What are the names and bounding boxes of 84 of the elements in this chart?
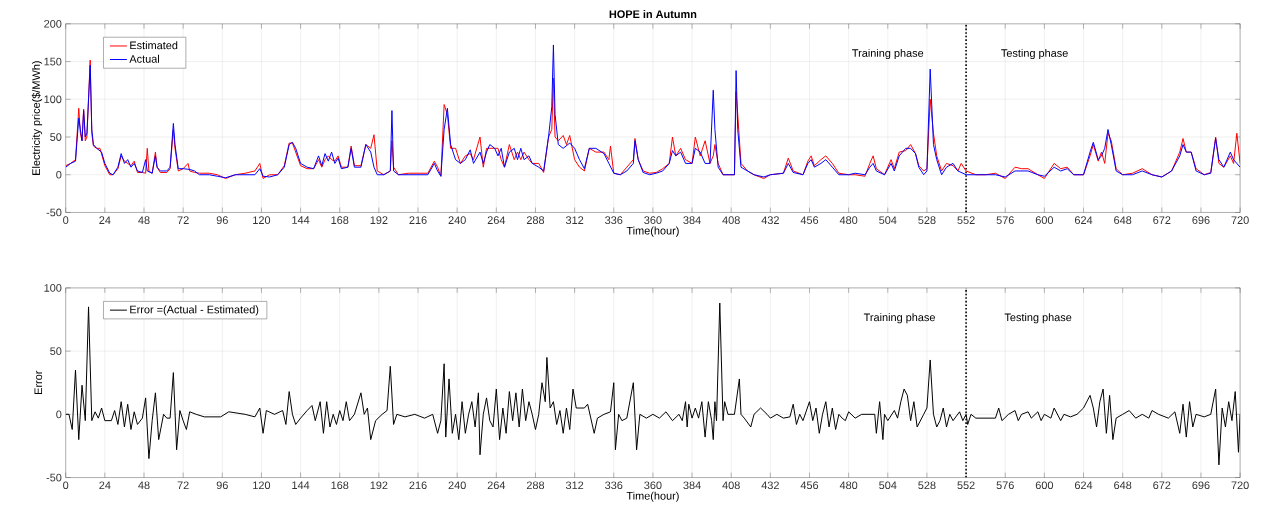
annotation: Training phase [852,48,924,59]
x-tick-label: 504 [879,481,897,489]
x-tick-label: 528 [918,481,936,489]
x-tick-label: 240 [448,481,466,489]
y-tick-label: 50 [50,347,62,355]
x-tick-label: 264 [487,481,506,489]
x-tick-label: 0 [63,216,69,224]
y-tick-label: 50 [50,133,62,141]
legend-label: Actual [129,54,159,63]
x-tick-label: 408 [722,481,740,489]
x-axis-title: Time(hour) [626,226,679,237]
x-tick-label: 600 [1035,216,1054,224]
x-tick-label: 312 [565,481,584,489]
x-tick-label: 720 [1231,481,1249,489]
x-tick-label: 192 [370,216,388,224]
x-tick-label: 144 [292,481,310,489]
x-tick-label: 96 [216,481,228,489]
x-tick-label: 408 [722,216,740,224]
x-tick-label: 552 [957,216,975,224]
x-tick-label: 96 [216,216,228,224]
x-tick-label: 696 [1192,216,1210,224]
x-tick-label: 672 [1153,481,1171,489]
x-tick-label: 480 [839,216,858,224]
x-tick-label: 576 [996,216,1014,224]
y-tick-label: 100 [44,283,62,292]
y-tick-label: 100 [44,95,62,104]
x-tick-label: 48 [138,216,150,224]
x-tick-label: 168 [331,216,349,224]
y-axis-title: Error [34,370,43,394]
x-tick-label: 312 [565,216,584,224]
x-tick-label: 264 [487,216,506,224]
annotation: Training phase [863,313,935,324]
x-tick-label: 720 [1231,216,1249,224]
x-tick-label: 600 [1035,481,1054,489]
x-tick-label: 576 [996,481,1014,489]
x-tick-label: 288 [526,216,545,224]
x-tick-label: 384 [683,216,701,224]
x-tick-label: 48 [138,481,150,489]
chart-title: HOPE in Autumn [609,9,697,18]
y-tick-label: -50 [46,473,62,482]
y-tick-label: 0 [56,410,62,419]
x-tick-label: 504 [879,216,897,224]
legend-label: Estimated [130,41,178,50]
x-tick-label: 72 [177,216,189,224]
x-tick-label: 216 [409,481,427,489]
y-tick-label: 200 [44,19,62,28]
x-tick-label: 120 [253,481,271,489]
x-tick-label: 336 [605,481,623,489]
x-tick-label: 360 [644,481,662,489]
x-tick-label: 24 [99,216,111,224]
x-tick-label: 0 [63,481,69,489]
x-tick-label: 384 [683,481,701,489]
x-tick-label: 192 [370,481,388,489]
x-tick-label: 288 [526,481,545,489]
x-tick-label: 552 [957,481,975,489]
x-tick-label: 360 [644,216,662,224]
x-tick-label: 480 [839,481,858,489]
x-tick-label: 528 [918,216,936,224]
x-tick-label: 432 [761,481,779,489]
y-tick-label: 0 [56,170,62,179]
x-tick-label: 672 [1153,216,1171,224]
x-tick-label: 72 [177,481,189,489]
x-tick-label: 696 [1192,481,1210,489]
y-axis-title: Electricity price($/MWh) [31,61,43,175]
x-tick-label: 120 [253,216,271,224]
annotation: Testing phase [1004,313,1072,324]
x-tick-label: 648 [1114,216,1132,224]
x-axis-title: Time(hour) [626,491,679,502]
y-tick-label: 150 [44,57,62,66]
x-tick-label: 336 [605,216,623,224]
x-tick-label: 216 [409,216,427,224]
x-tick-label: 432 [761,216,779,224]
y-tick-label: -50 [46,208,62,217]
annotation: Testing phase [1001,48,1068,59]
x-tick-label: 624 [1074,481,1093,489]
x-tick-label: 648 [1114,481,1132,489]
x-tick-label: 624 [1074,216,1093,224]
x-tick-label: 144 [292,216,310,224]
x-tick-label: 168 [331,481,349,489]
x-tick-label: 456 [800,481,819,489]
legend-label: Error =(Actual - Estimated) [130,305,259,316]
x-tick-label: 456 [800,216,819,224]
x-tick-label: 240 [448,216,466,224]
x-tick-label: 24 [99,481,111,489]
